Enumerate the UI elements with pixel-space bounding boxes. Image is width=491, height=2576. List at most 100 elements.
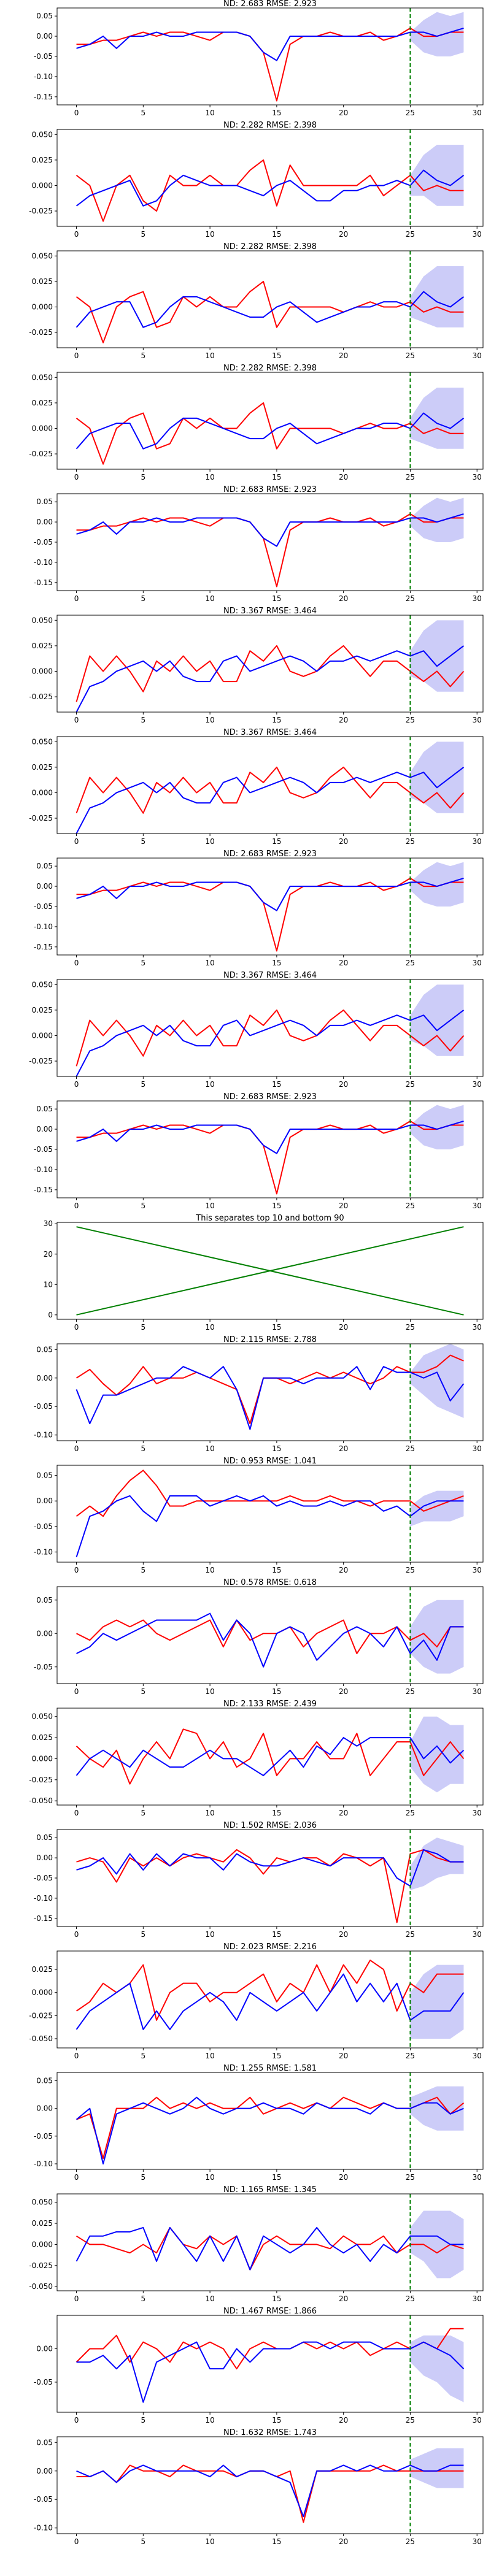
x-tick-label: 30 bbox=[473, 2416, 482, 2425]
forecast-series-line bbox=[77, 878, 464, 911]
plot-area bbox=[77, 1830, 464, 1926]
x-tick-label: 5 bbox=[141, 1202, 146, 1210]
subplot-title: ND: 3.367 RMSE: 3.464 bbox=[223, 971, 317, 980]
x-tick-label: 10 bbox=[205, 959, 214, 967]
forecast-band bbox=[410, 1717, 463, 1793]
x-tick-label: 0 bbox=[74, 1566, 79, 1574]
x-tick-label: 0 bbox=[74, 1687, 79, 1696]
forecast-series-line bbox=[77, 292, 464, 328]
plot-area bbox=[77, 2437, 464, 2534]
y-tick-label: -0.05 bbox=[34, 2132, 53, 2141]
x-tick-label: 5 bbox=[141, 1080, 146, 1089]
x-tick-label: 10 bbox=[205, 2052, 214, 2060]
subplot-title: ND: 0.953 RMSE: 1.041 bbox=[223, 1457, 317, 1466]
x-tick-label: 10 bbox=[205, 1080, 214, 1089]
forecast-series-line bbox=[77, 2228, 464, 2270]
x-tick-label: 10 bbox=[205, 716, 214, 724]
x-tick-label: 30 bbox=[473, 1566, 482, 1574]
y-tick-label: -0.10 bbox=[34, 1894, 53, 1903]
y-tick-label: 0.00 bbox=[36, 32, 53, 40]
x-tick-label: 25 bbox=[406, 1202, 415, 1210]
x-tick-label: 25 bbox=[406, 230, 415, 239]
x-tick-label: 5 bbox=[141, 2173, 146, 2182]
x-tick-label: 10 bbox=[205, 1687, 214, 1696]
y-tick-label: -0.10 bbox=[34, 1547, 53, 1556]
x-tick-label: 15 bbox=[272, 716, 281, 724]
y-tick-label: 0.00 bbox=[36, 518, 53, 526]
subplot-title: ND: 3.367 RMSE: 3.464 bbox=[223, 607, 317, 616]
x-tick-label: 30 bbox=[473, 837, 482, 846]
x-tick-label: 15 bbox=[272, 1202, 281, 1210]
actual-series-line bbox=[77, 1620, 464, 1653]
x-tick-label: 15 bbox=[272, 2416, 281, 2425]
x-tick-label: 5 bbox=[141, 1930, 146, 1939]
subplot-0: ND: 2.683 RMSE: 2.9230 5 10 15 20 25 30-0.15-0… bbox=[34, 0, 483, 117]
y-tick-label: -0.05 bbox=[34, 1402, 53, 1411]
subplot-title: ND: 0.578 RMSE: 0.618 bbox=[223, 1578, 317, 1587]
x-tick-label: 20 bbox=[339, 2173, 348, 2182]
x-tick-label: 25 bbox=[406, 2052, 415, 2060]
x-tick-label: 30 bbox=[473, 1687, 482, 1696]
x-tick-label: 30 bbox=[473, 109, 482, 117]
x-tick-label: 5 bbox=[141, 109, 146, 117]
y-tick-label: 0.000 bbox=[32, 2240, 53, 2248]
x-tick-label: 20 bbox=[339, 230, 348, 239]
x-tick-label: 15 bbox=[272, 1566, 281, 1574]
x-tick-label: 30 bbox=[473, 230, 482, 239]
subplot-title: ND: 2.282 RMSE: 2.398 bbox=[223, 364, 317, 373]
x-tick-label: 30 bbox=[473, 2537, 482, 2546]
x-tick-label: 0 bbox=[74, 959, 79, 967]
y-tick-label: 0.05 bbox=[36, 1596, 53, 1604]
x-tick-label: 5 bbox=[141, 351, 146, 360]
subplot-1: ND: 2.282 RMSE: 2.398 0 5 10 15 20 25 30 -0.025 0… bbox=[29, 121, 483, 239]
x-tick-label: 0 bbox=[74, 2294, 79, 2303]
plot-area bbox=[77, 2315, 464, 2412]
x-tick-label: 25 bbox=[406, 2537, 415, 2546]
forecast-series-line bbox=[77, 2098, 464, 2164]
x-tick-label: 15 bbox=[272, 473, 281, 481]
x-tick-label: 5 bbox=[141, 1323, 146, 1332]
x-tick-label: 5 bbox=[141, 716, 146, 724]
y-tick-label: 0.025 bbox=[32, 1965, 53, 1974]
plot-area bbox=[77, 1708, 464, 1805]
y-tick-label: -0.05 bbox=[34, 1663, 53, 1671]
subplot-16: ND: 2.023 RMSE: 2.216 0 5 10 15 20 25 30 -0.050 -… bbox=[29, 1942, 483, 2060]
forecast-series-line bbox=[77, 1614, 464, 1667]
subplot-title: ND: 1.502 RMSE: 2.036 bbox=[223, 1821, 317, 1830]
subplot-19: ND: 1.467 RMSE: 1.8660 5 10 15 20 25 30-0.050.… bbox=[34, 2307, 483, 2425]
subplot-11: ND: 2.115 RMSE: 2.7880 5 10 15 20 25 30-0.10-0… bbox=[34, 1335, 483, 1453]
y-tick-label: -0.05 bbox=[34, 52, 53, 61]
plot-area bbox=[77, 2194, 464, 2291]
x-tick-label: 0 bbox=[74, 473, 79, 481]
x-tick-label: 10 bbox=[205, 2416, 214, 2425]
x-tick-label: 15 bbox=[272, 2052, 281, 2060]
actual-series-line bbox=[77, 878, 464, 951]
y-tick-label: 0.00 bbox=[36, 1125, 53, 1133]
y-tick-label: 0.000 bbox=[32, 302, 53, 311]
y-tick-label: -0.050 bbox=[29, 2034, 53, 2043]
plot-area bbox=[77, 251, 464, 348]
x-tick-label: 10 bbox=[205, 2294, 214, 2303]
forecast-band bbox=[410, 862, 463, 907]
x-tick-label: 25 bbox=[406, 1444, 415, 1453]
x-tick-label: 0 bbox=[74, 230, 79, 239]
plot-area bbox=[77, 494, 464, 591]
x-tick-label: 0 bbox=[74, 1809, 79, 1817]
y-tick-label: 0.025 bbox=[32, 277, 53, 286]
subplot-20: ND: 1.632 RMSE: 1.7430 5 10 15 20 25 30-0.10-0… bbox=[34, 2428, 483, 2546]
x-tick-label: 20 bbox=[339, 594, 348, 603]
y-tick-label: -0.05 bbox=[34, 538, 53, 546]
x-tick-label: 20 bbox=[339, 2537, 348, 2546]
x-tick-label: 20 bbox=[339, 473, 348, 481]
x-tick-label: 25 bbox=[406, 716, 415, 724]
plot-area bbox=[77, 1951, 464, 2048]
actual-series-line bbox=[77, 1960, 464, 2020]
x-tick-label: 0 bbox=[74, 351, 79, 360]
forecast-series-line bbox=[77, 2342, 464, 2402]
forecast-series-line bbox=[77, 1367, 464, 1429]
plot-area bbox=[77, 1101, 464, 1198]
x-tick-label: 25 bbox=[406, 351, 415, 360]
x-tick-label: 15 bbox=[272, 230, 281, 239]
axes-frame bbox=[57, 1344, 483, 1441]
